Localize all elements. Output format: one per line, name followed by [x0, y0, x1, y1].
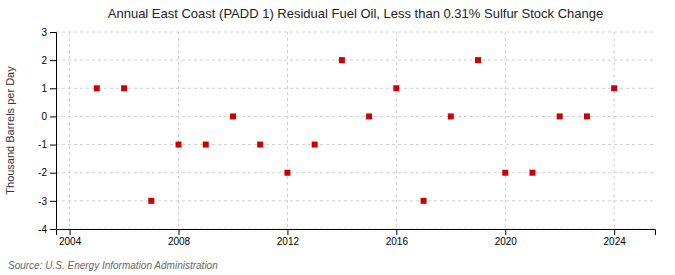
tick-mark — [50, 116, 56, 117]
point — [121, 85, 127, 91]
point — [230, 113, 236, 119]
tick-mark — [70, 229, 71, 235]
point — [475, 57, 481, 63]
tick-mark — [287, 229, 288, 235]
point — [339, 57, 345, 63]
tick: 0 — [41, 111, 56, 122]
chart: 2004 2008 2012 2016 2020 2024 -4 -3 -2 -1 0 1 2 3 Annu… — [0, 0, 675, 275]
x-axis: 2004 2008 2012 2016 2020 2024 — [57, 229, 656, 247]
tick-mark — [179, 229, 180, 235]
point — [203, 142, 209, 148]
grid-line — [505, 32, 506, 229]
tick-mark — [50, 145, 56, 146]
tick-label: 0 — [41, 111, 47, 122]
point — [312, 142, 318, 148]
point — [611, 85, 617, 91]
tick: 2020 — [495, 229, 518, 247]
tick: 2016 — [386, 229, 409, 247]
point — [366, 113, 372, 119]
tick-mark — [50, 32, 56, 33]
tick-mark — [50, 173, 56, 174]
title: Annual East Coast (PADD 1) Residual Fuel… — [108, 6, 603, 21]
tick: -4 — [38, 224, 56, 235]
grid-line — [56, 116, 655, 117]
tick-label: 2024 — [604, 236, 627, 247]
point — [584, 113, 590, 119]
point — [421, 198, 427, 204]
grid-line — [614, 32, 615, 229]
tick: 2004 — [59, 229, 82, 247]
grid-line — [56, 60, 655, 61]
grid-line — [69, 32, 70, 229]
tick-mark — [50, 229, 56, 230]
point — [257, 142, 263, 148]
grid — [56, 32, 655, 229]
tick: 2024 — [604, 229, 627, 247]
y-axis-title: Thousand Barrels per Day — [4, 66, 16, 195]
tick: -2 — [38, 167, 56, 178]
tick-label: 2020 — [495, 236, 518, 247]
tick-mark — [505, 229, 506, 235]
point — [557, 113, 563, 119]
point — [176, 142, 182, 148]
tick-label: 2004 — [59, 236, 82, 247]
tick-label: 3 — [41, 27, 47, 38]
grid-line — [56, 88, 655, 89]
annotation: Source: U.S. Energy Information Administ… — [8, 260, 218, 271]
grid-line — [178, 32, 179, 229]
tick-mark — [614, 229, 615, 235]
tick-label: 2012 — [277, 236, 300, 247]
tick: 2008 — [168, 229, 191, 247]
tick-mark — [50, 60, 56, 61]
axis-line — [57, 230, 656, 236]
grid-line — [56, 32, 655, 33]
point — [148, 198, 154, 204]
tick: 1 — [41, 83, 56, 94]
point — [448, 113, 454, 119]
tick-label: 2008 — [168, 236, 191, 247]
tick-label: 1 — [41, 83, 47, 94]
point — [393, 85, 399, 91]
grid-line — [396, 32, 397, 229]
point — [502, 170, 508, 176]
grid-line — [287, 32, 288, 229]
tick-label: -3 — [38, 196, 47, 207]
tick: -3 — [38, 196, 56, 207]
grid-line — [56, 144, 655, 145]
tick-mark — [50, 201, 56, 202]
point — [94, 85, 100, 91]
tick-label: -4 — [38, 224, 47, 235]
tick-label: -1 — [38, 139, 47, 150]
tick-label: -2 — [38, 167, 47, 178]
tick-mark — [396, 229, 397, 235]
grid-line — [56, 172, 655, 173]
tick-label: 2 — [41, 55, 47, 66]
tick: 3 — [41, 27, 56, 38]
point — [284, 170, 290, 176]
y-axis: -4 -3 -2 -1 0 1 2 3 — [38, 27, 56, 235]
tick: -1 — [38, 139, 56, 150]
grid-line — [56, 200, 655, 201]
tick: 2 — [41, 55, 56, 66]
tick: 2012 — [277, 229, 300, 247]
point — [529, 170, 535, 176]
tick-mark — [50, 88, 56, 89]
points — [94, 57, 617, 204]
tick-label: 2016 — [386, 236, 409, 247]
axis-line — [50, 33, 57, 230]
plot: 2004 2008 2012 2016 2020 2024 -4 -3 -2 -1 0 1 2 3 — [38, 27, 655, 247]
